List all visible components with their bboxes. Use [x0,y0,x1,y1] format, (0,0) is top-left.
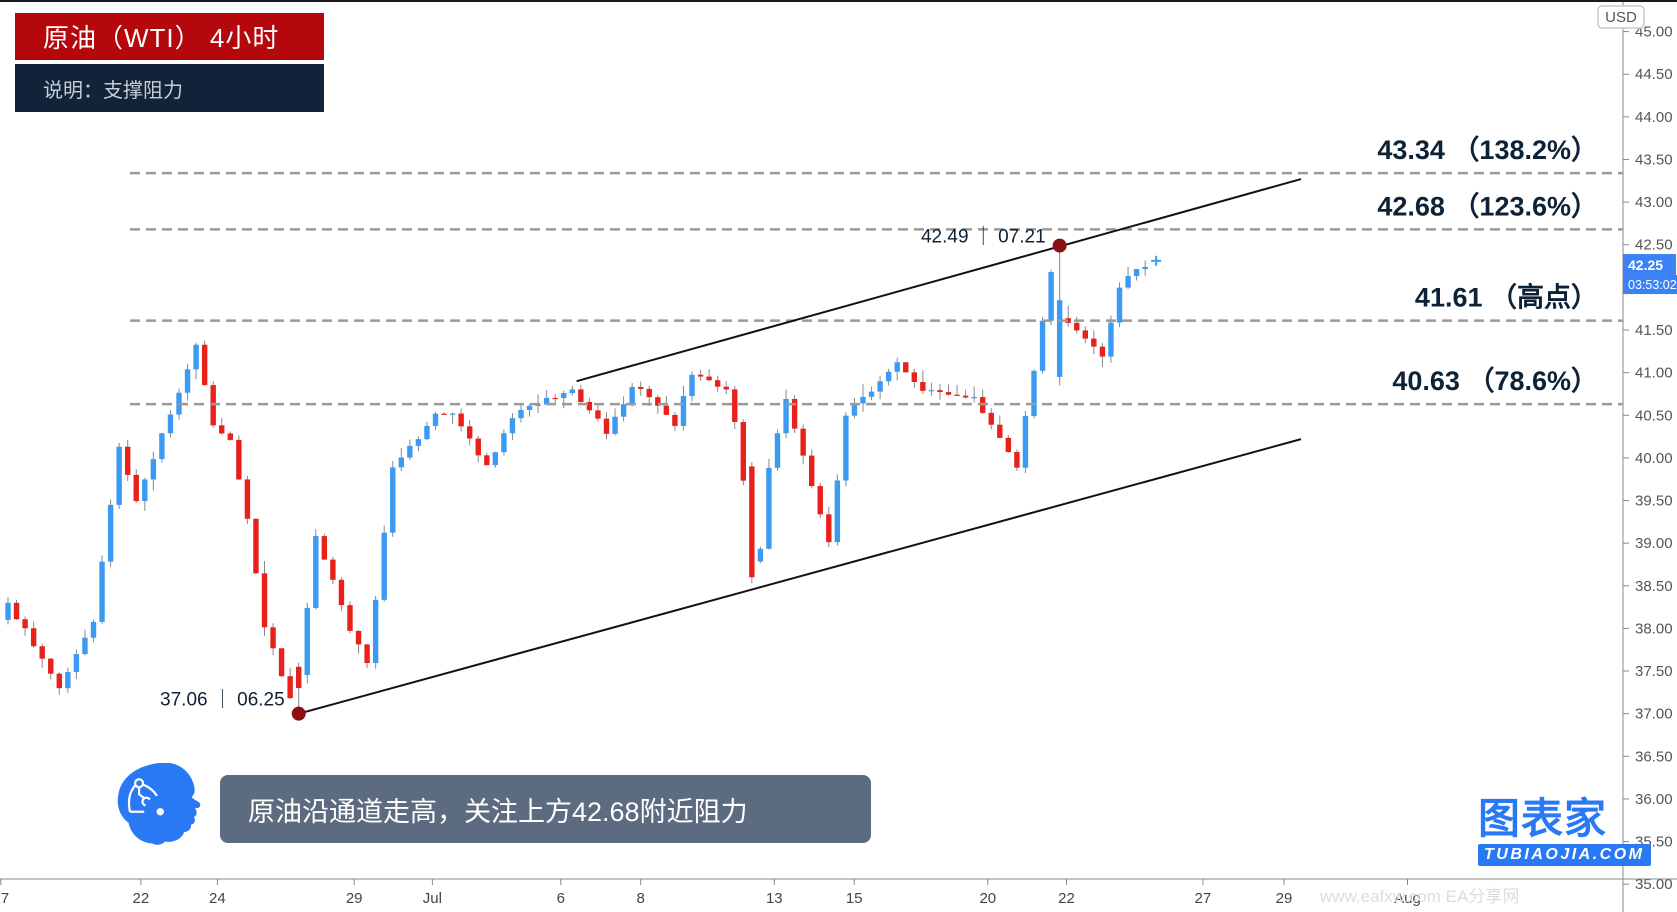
svg-text:40.00: 40.00 [1635,450,1673,467]
svg-text:41.50: 41.50 [1635,322,1673,339]
svg-text:22: 22 [133,890,150,907]
svg-text:39.50: 39.50 [1635,493,1673,510]
svg-text:38.00: 38.00 [1635,620,1673,637]
svg-text:6: 6 [557,890,565,907]
svg-text:37.00: 37.00 [1635,706,1673,723]
svg-text:42.25: 42.25 [1628,257,1663,273]
svg-text:03:53:02: 03:53:02 [1628,278,1677,292]
svg-text:40.63 （78.6%）: 40.63 （78.6%） [1392,366,1598,396]
svg-text:38.50: 38.50 [1635,578,1673,595]
svg-text:8: 8 [637,890,645,907]
svg-text:43.00: 43.00 [1635,194,1673,211]
svg-text:42.68 （123.6%）: 42.68 （123.6%） [1377,191,1598,221]
svg-text:17: 17 [0,890,9,907]
svg-text:44.00: 44.00 [1635,109,1673,126]
svg-text:36.50: 36.50 [1635,748,1673,765]
svg-text:22: 22 [1058,890,1075,907]
svg-text:37.06 ｜ 06.25: 37.06 ｜ 06.25 [160,689,285,711]
svg-text:41.61 （高点）: 41.61 （高点） [1415,282,1598,313]
svg-text:39.00: 39.00 [1635,535,1673,552]
svg-text:43.50: 43.50 [1635,151,1673,168]
svg-text:13: 13 [766,890,783,907]
svg-text:24: 24 [209,890,226,907]
svg-text:Jul: Jul [423,890,442,907]
svg-text:42.49 ｜ 07.21: 42.49 ｜ 07.21 [921,226,1046,248]
svg-text:29: 29 [1276,890,1293,907]
svg-text:20: 20 [979,890,996,907]
svg-text:43.34 （138.2%）: 43.34 （138.2%） [1377,135,1598,165]
svg-text:40.50: 40.50 [1635,407,1673,424]
svg-text:www.eafxw.com EA分享网: www.eafxw.com EA分享网 [1319,887,1519,906]
svg-text:41.00: 41.00 [1635,365,1673,382]
svg-text:29: 29 [346,890,363,907]
svg-text:USD: USD [1605,9,1637,26]
svg-text:15: 15 [846,890,863,907]
svg-text:37.50: 37.50 [1635,663,1673,680]
svg-text:27: 27 [1195,890,1212,907]
svg-text:44.50: 44.50 [1635,66,1673,83]
svg-text:42.50: 42.50 [1635,237,1673,254]
